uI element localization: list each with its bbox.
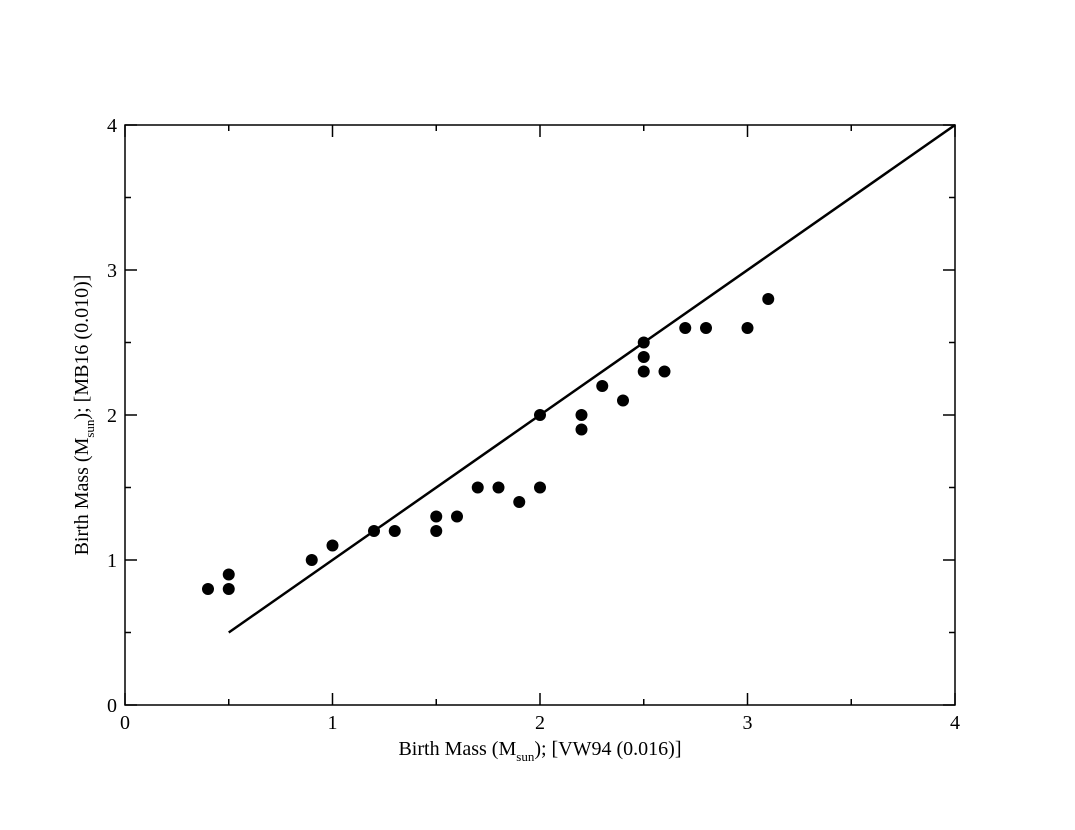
data-point [430, 525, 443, 537]
x-tick-label: 4 [950, 712, 960, 734]
x-tick-label: 2 [535, 712, 545, 734]
x-tick-label: 3 [743, 712, 753, 734]
data-point [637, 365, 650, 378]
y-axis-label: Birth Mass (Msun); [MB16 (0.010)] [71, 275, 97, 556]
data-point [430, 510, 443, 523]
data-point [471, 481, 484, 494]
data-point [513, 496, 526, 508]
data-point [534, 409, 546, 421]
y-tick-label: 2 [107, 405, 117, 427]
data-point [492, 481, 505, 494]
data-point [368, 525, 380, 537]
data-point [596, 380, 609, 392]
data-points [202, 293, 775, 595]
data-point [637, 336, 650, 349]
data-point [534, 481, 546, 494]
data-point [222, 568, 235, 581]
data-point [305, 554, 318, 566]
y-tick-label: 4 [107, 115, 117, 137]
data-point [762, 293, 775, 305]
axis-tick-labels: 0 1 2 3 4 0 1 2 3 4 [107, 115, 960, 734]
y-tick-label: 1 [107, 550, 117, 572]
x-axis-label: Birth Mass (Msun); [VW94 (0.016)] [398, 738, 681, 764]
data-point [679, 322, 692, 334]
data-point [617, 394, 629, 407]
y-tick-label: 3 [107, 260, 117, 282]
data-point [202, 583, 214, 595]
data-point [575, 409, 588, 421]
y-tick-label: 0 [107, 695, 117, 717]
data-point [575, 423, 588, 436]
data-point [326, 539, 339, 552]
x-tick-label: 0 [120, 712, 130, 734]
data-point [451, 510, 463, 523]
data-point [637, 351, 650, 363]
identity-line [228, 123, 956, 634]
data-point [388, 525, 401, 537]
x-tick-label: 1 [328, 712, 338, 734]
axis-ticks [124, 124, 956, 706]
data-point [222, 583, 235, 595]
data-point [700, 322, 712, 334]
data-point [741, 322, 754, 334]
data-point [658, 365, 671, 378]
